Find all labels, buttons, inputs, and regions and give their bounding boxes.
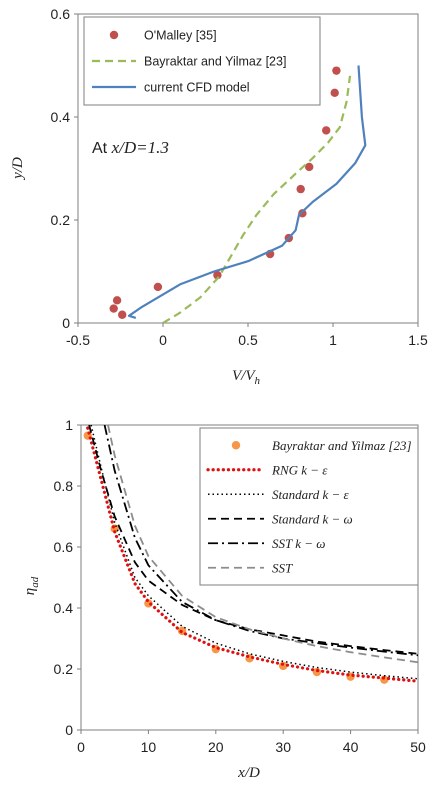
x-tick-label: 50 [410,739,426,755]
y-tick-label: 0.2 [51,212,71,228]
x-tick-label: 20 [208,739,224,755]
legend-label: Bayraktar and Yilmaz [23] [144,55,286,69]
legend-box [199,427,419,586]
y-tick-label: 0.4 [54,600,74,616]
legend-label: SST k − ω [272,536,325,551]
x-tick-label: 0.5 [238,332,258,348]
legend-marker [109,30,119,40]
legend-label: Bayraktar and Yilmaz [23] [272,438,412,453]
legend-label: O'Malley [35] [144,29,217,43]
y-tick-label: 0.2 [54,661,74,677]
top-annotation: At x/D=1.3 [92,138,169,157]
top-plot-area [74,13,419,327]
series-2-line [127,65,367,319]
x-tick-label: -0.5 [66,332,90,348]
y-tick-label: 0 [65,722,73,738]
legend-marker [231,441,241,450]
y-tick-label: 0 [62,315,70,331]
bottom-y-axis-label: ηad [22,576,41,595]
series-0-point [109,304,118,313]
effectiveness-chart: 0 10 20 30 40 50 0 0.2 0.4 0.6 0.8 1 x/D ηad Bayra… [22,417,426,781]
top-x-axis-label: V/Vh [232,368,261,387]
x-tick-label: 40 [343,739,359,755]
series-0-point [153,282,163,292]
series-5-line [107,425,418,664]
top-y-axis-label: y/D [10,157,26,181]
series-4-line [103,425,418,657]
y-tick-label: 0.6 [54,539,74,555]
series-3-line [88,425,418,655]
series-0-point [296,184,305,194]
x-tick-label: 30 [275,739,291,755]
series-1-line [86,426,418,683]
legend-box [83,16,321,106]
series-0-point [322,126,331,135]
series-0-point [118,310,127,319]
legend-label: RNG k − ε [271,462,328,477]
top-legend: O'Malley [35] Bayraktar and Yilmaz [23] cu… [83,16,321,106]
y-tick-label: 0.6 [51,6,71,22]
x-tick-label: 10 [141,739,157,755]
top-x-tick-labels: -0.5 0 0.5 1 1.5 [66,332,428,348]
y-tick-label: 1 [65,417,73,433]
top-y-tick-labels: 0 0.2 0.4 0.6 [51,6,71,331]
series-0-point [213,270,222,280]
series-0-point [332,66,341,75]
bottom-plot-area [77,424,419,734]
x-tick-label: 1 [329,332,337,348]
bottom-x-axis-label: x/D [237,765,260,781]
legend-label: current CFD model [144,81,250,95]
x-tick-label: 0 [159,332,167,348]
legend-label: Standard k − ε [272,487,349,502]
bottom-y-tick-labels: 0 0.2 0.4 0.6 0.8 1 [54,417,74,738]
velocity-profile-chart: -0.5 0 0.5 1 1.5 00.20.40.6 V/Vh y/D O'Malle… [10,6,428,387]
y-tick-label: 0.8 [54,478,74,494]
series-0-point [330,88,339,97]
legend-label: Standard k − ω [272,511,353,526]
bottom-legend: Bayraktar and Yilmaz [23] RNG k − ε Standa… [199,427,419,586]
y-tick-label: 0.4 [51,109,71,125]
bottom-x-tick-labels: 0 10 20 30 40 50 [77,739,426,755]
series-0-point [112,296,122,305]
series-0-point [305,162,314,172]
series-2-line [90,425,418,680]
x-tick-label: 0 [77,739,85,755]
legend-label: SST [272,560,293,575]
series-0-point [298,209,307,218]
x-tick-label: 1.5 [408,332,428,348]
series-1-line [162,75,352,323]
